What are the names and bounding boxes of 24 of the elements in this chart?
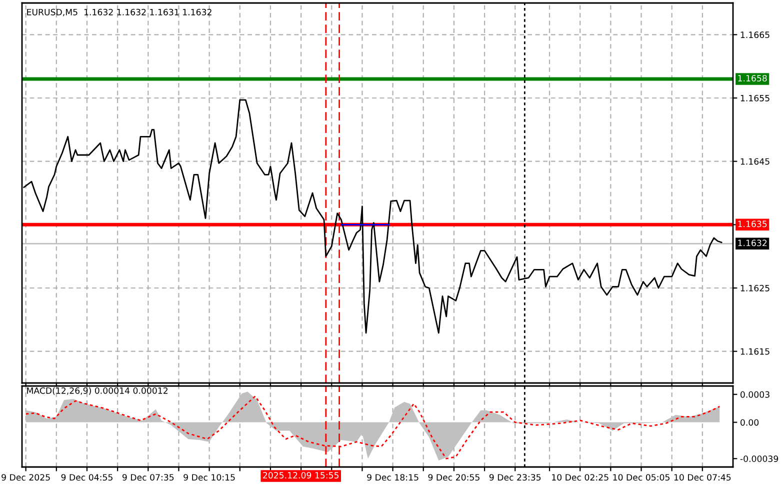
x-tick-label: 9 Dec 07:35 bbox=[122, 474, 174, 481]
y-tick-label: 0.0003 bbox=[740, 391, 770, 398]
x-tick-label: 9 Dec 04:55 bbox=[61, 474, 112, 481]
y-tick-label: -0.00039 bbox=[740, 456, 778, 462]
x-tick-label: 10 Dec 02:25 bbox=[552, 474, 608, 481]
x-tick-label: 9 Dec 2025 bbox=[2, 474, 50, 481]
x-tick-label: 10 Dec 05:05 bbox=[613, 474, 670, 481]
ref-line-label: 1.1635 bbox=[738, 220, 767, 228]
y-tick-label: 1.1655 bbox=[740, 94, 770, 102]
x-tick-label: 9 Dec 20:55 bbox=[428, 474, 480, 481]
x-tick-label: 9 Dec 23:35 bbox=[489, 474, 541, 481]
ref-line-label: 2025.12.09 15:55 bbox=[263, 472, 339, 479]
x-tick-label: 9 Dec 10:15 bbox=[184, 474, 235, 481]
text: EURUSD,M5 1.1632 1.1632 1.1631 1.1632 bbox=[27, 8, 212, 16]
y-tick-label: 1.1665 bbox=[740, 32, 770, 38]
ref-line-label: 1.1632 bbox=[738, 240, 767, 246]
y-tick-label: 0.00 bbox=[740, 419, 759, 426]
x-tick-label: 9 Dec 18:15 bbox=[367, 474, 418, 481]
y-tick-label: 1.1615 bbox=[740, 348, 770, 355]
x-tick-label: 10 Dec 07:45 bbox=[674, 474, 731, 481]
ref-line-label: 1.1658 bbox=[738, 74, 767, 82]
y-tick-label: 1.1625 bbox=[740, 284, 770, 292]
y-tick-label: 1.1645 bbox=[740, 158, 770, 165]
chart-title: MACD(12,26,9) 0.00014 0.00012 bbox=[27, 387, 168, 395]
